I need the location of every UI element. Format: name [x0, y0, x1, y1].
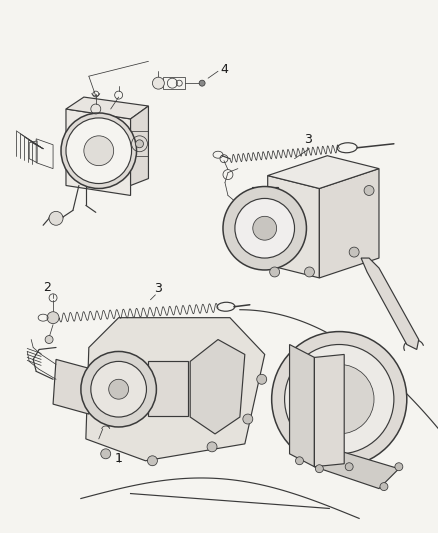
Circle shape — [109, 379, 128, 399]
Circle shape — [147, 456, 157, 466]
Circle shape — [344, 463, 352, 471]
Bar — [163, 77, 185, 89]
Text: 3: 3 — [154, 282, 162, 295]
Circle shape — [152, 77, 164, 89]
Circle shape — [314, 465, 323, 473]
Polygon shape — [360, 258, 418, 350]
Text: 2: 2 — [43, 281, 51, 294]
Polygon shape — [66, 109, 130, 196]
Circle shape — [101, 449, 110, 459]
Polygon shape — [53, 359, 92, 414]
Circle shape — [61, 113, 136, 189]
Bar — [130, 131, 148, 156]
Polygon shape — [307, 441, 398, 489]
Polygon shape — [289, 344, 314, 467]
Bar — [101, 365, 138, 414]
Circle shape — [47, 312, 59, 324]
Circle shape — [207, 442, 216, 452]
Circle shape — [81, 351, 156, 427]
Polygon shape — [86, 318, 264, 461]
Polygon shape — [130, 106, 148, 185]
Polygon shape — [314, 354, 343, 467]
Bar — [148, 361, 188, 416]
Polygon shape — [318, 168, 378, 278]
Circle shape — [45, 336, 53, 343]
Polygon shape — [267, 175, 318, 278]
Circle shape — [84, 136, 113, 166]
Circle shape — [252, 216, 276, 240]
Circle shape — [348, 247, 358, 257]
Circle shape — [394, 463, 402, 471]
Circle shape — [304, 365, 373, 434]
Circle shape — [91, 361, 146, 417]
Text: 3: 3 — [304, 133, 311, 146]
Polygon shape — [66, 97, 148, 119]
Circle shape — [223, 187, 306, 270]
Polygon shape — [237, 215, 257, 252]
Bar — [251, 187, 277, 226]
Circle shape — [234, 198, 294, 258]
Circle shape — [295, 457, 303, 465]
Circle shape — [379, 482, 387, 490]
Circle shape — [242, 414, 252, 424]
Circle shape — [284, 344, 393, 454]
Text: 1: 1 — [114, 452, 122, 465]
Circle shape — [135, 140, 143, 148]
Polygon shape — [190, 340, 244, 434]
Polygon shape — [267, 156, 378, 189]
Circle shape — [269, 267, 279, 277]
Circle shape — [199, 80, 205, 86]
Circle shape — [256, 374, 266, 384]
Circle shape — [304, 267, 314, 277]
Circle shape — [66, 118, 131, 183]
Circle shape — [363, 185, 373, 196]
Circle shape — [49, 212, 63, 225]
Text: 4: 4 — [219, 63, 227, 76]
Circle shape — [271, 332, 406, 467]
